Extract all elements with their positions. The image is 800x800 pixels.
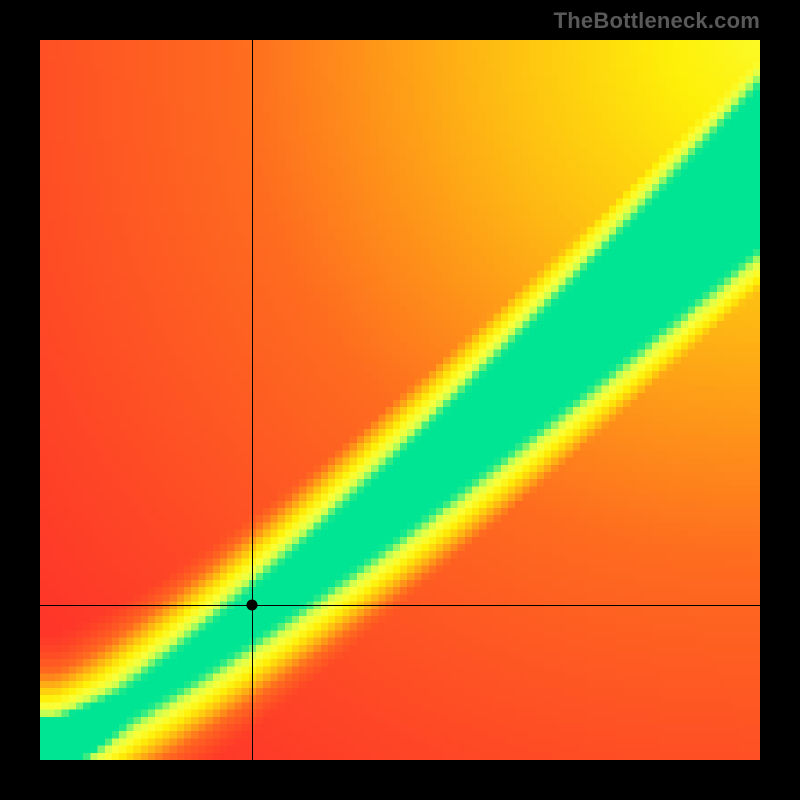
crosshair-vertical [252,40,253,760]
data-point-marker [247,600,258,611]
plot-area [40,40,760,760]
bottleneck-heatmap [40,40,760,760]
watermark-text: TheBottleneck.com [554,8,760,34]
crosshair-horizontal [40,605,760,606]
chart-container: TheBottleneck.com [0,0,800,800]
